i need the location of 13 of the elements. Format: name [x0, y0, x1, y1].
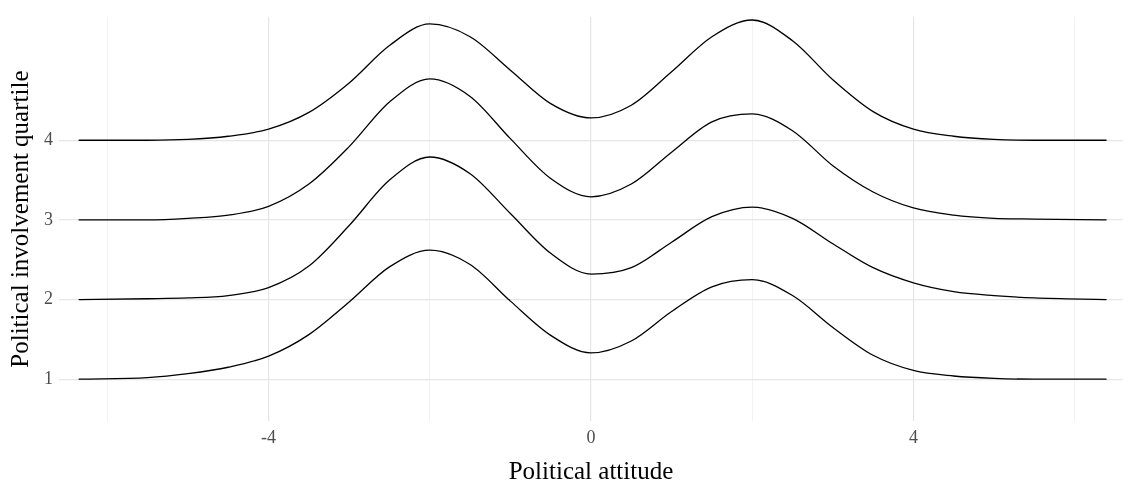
x-tick-label: 0 — [586, 426, 596, 447]
x-tick-label: -4 — [261, 426, 277, 447]
x-tick-label: 4 — [908, 426, 918, 447]
y-tick-label: 3 — [44, 208, 53, 229]
y-tick-label: 4 — [44, 128, 53, 149]
line-series — [78, 156, 1107, 301]
line-series — [78, 249, 1107, 380]
x-axis-title: Political attitude — [508, 456, 674, 484]
y-axis-title: Political involvement quartile — [5, 70, 33, 368]
line-series — [78, 19, 1107, 141]
y-tick-label: 1 — [44, 367, 53, 388]
y-tick-label: 2 — [44, 288, 53, 309]
line-series — [78, 78, 1107, 221]
